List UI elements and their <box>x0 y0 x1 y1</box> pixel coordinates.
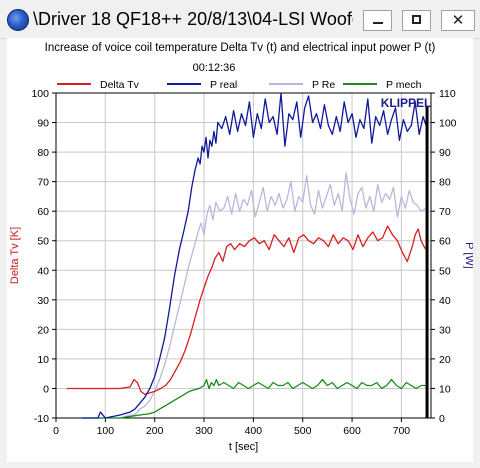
left-y-tick-label: 80 <box>37 147 49 159</box>
title-bar: \Driver 18 QF18++ 20/8/13\04-LSI Woofer.… <box>0 0 480 39</box>
series-line-p-real <box>81 92 427 419</box>
x-tick-label: 600 <box>343 425 361 437</box>
right-y-tick-label: 100 <box>439 118 457 130</box>
maximize-icon <box>412 15 421 24</box>
series-line-delta-tv <box>66 225 427 396</box>
chart-legend: Delta Tv P real P Re P mech <box>57 79 422 91</box>
right-y-tick-label: 110 <box>439 88 456 100</box>
chart-title: Increase of voice coil temperature Delta… <box>45 42 436 54</box>
window-title: \Driver 18 QF18++ 20/8/13\04-LSI Woofer.… <box>33 9 353 29</box>
left-y-tick-label: 0 <box>43 383 49 395</box>
right-y-tick-label: 10 <box>439 383 451 395</box>
left-y-axis-label: Delta Tv [K] <box>9 227 21 284</box>
right-y-tick-label: 60 <box>439 236 451 248</box>
plot-frame <box>55 92 432 419</box>
left-y-tick-label: -10 <box>34 413 49 425</box>
chart-series <box>66 92 427 419</box>
left-y-tick-label: 50 <box>37 236 49 248</box>
left-y-tick-label: 30 <box>37 295 49 307</box>
klippel-brand-label: KLIPPEL <box>381 96 432 110</box>
close-button[interactable]: ✕ <box>441 10 475 31</box>
legend-label-p-re: P Re <box>312 79 335 91</box>
minimize-button[interactable] <box>363 10 392 31</box>
right-y-axis-label: P [W] <box>463 242 473 269</box>
right-y-tick-label: 90 <box>439 147 451 159</box>
left-y-tick-label: 90 <box>37 118 49 130</box>
x-axis-label: t [sec] <box>229 441 258 453</box>
right-y-tick-label: 20 <box>439 354 451 366</box>
series-line-p-mech <box>81 378 427 419</box>
left-y-tick-label: 60 <box>37 206 49 218</box>
temperature-power-chart: Increase of voice coil temperature Delta… <box>9 42 475 453</box>
left-y-tick-label: 10 <box>37 354 49 366</box>
klippel-app-icon[interactable] <box>7 9 29 31</box>
series-line-p-re <box>81 172 427 419</box>
left-y-tick-label: 100 <box>31 88 49 100</box>
close-icon: ✕ <box>451 12 465 29</box>
right-y-tick-label: 0 <box>439 413 445 425</box>
left-y-tick-label: 40 <box>37 265 49 277</box>
legend-label-p-real: P real <box>210 79 237 91</box>
right-y-tick-label: 30 <box>439 324 451 336</box>
chart-grid <box>56 93 431 418</box>
right-y-tick-label: 70 <box>439 206 451 218</box>
x-tick-label: 100 <box>97 425 115 437</box>
minimize-icon <box>373 22 383 24</box>
x-tick-label: 400 <box>245 425 263 437</box>
right-y-tick-label: 40 <box>439 295 451 307</box>
axis-ticks: -10 0 10 20 30 40 50 60 70 80 90 100 0 10 20 30 40 50 60 70… <box>31 88 456 437</box>
x-tick-label: 300 <box>195 425 213 437</box>
legend-label-delta-tv: Delta Tv <box>100 79 140 91</box>
x-tick-label: 200 <box>146 425 164 437</box>
x-tick-label: 500 <box>294 425 312 437</box>
maximize-button[interactable] <box>402 10 431 31</box>
chart-window-client: Increase of voice coil temperature Delta… <box>7 38 475 462</box>
left-y-tick-label: 70 <box>37 177 49 189</box>
x-tick-label: 0 <box>53 425 59 437</box>
legend-label-p-mech: P mech <box>386 79 422 91</box>
left-y-tick-label: 20 <box>37 324 49 336</box>
right-y-tick-label: 80 <box>439 177 451 189</box>
right-y-tick-label: 50 <box>439 265 451 277</box>
x-tick-label: 700 <box>393 425 411 437</box>
chart-timestamp: 00:12:36 <box>193 62 236 74</box>
